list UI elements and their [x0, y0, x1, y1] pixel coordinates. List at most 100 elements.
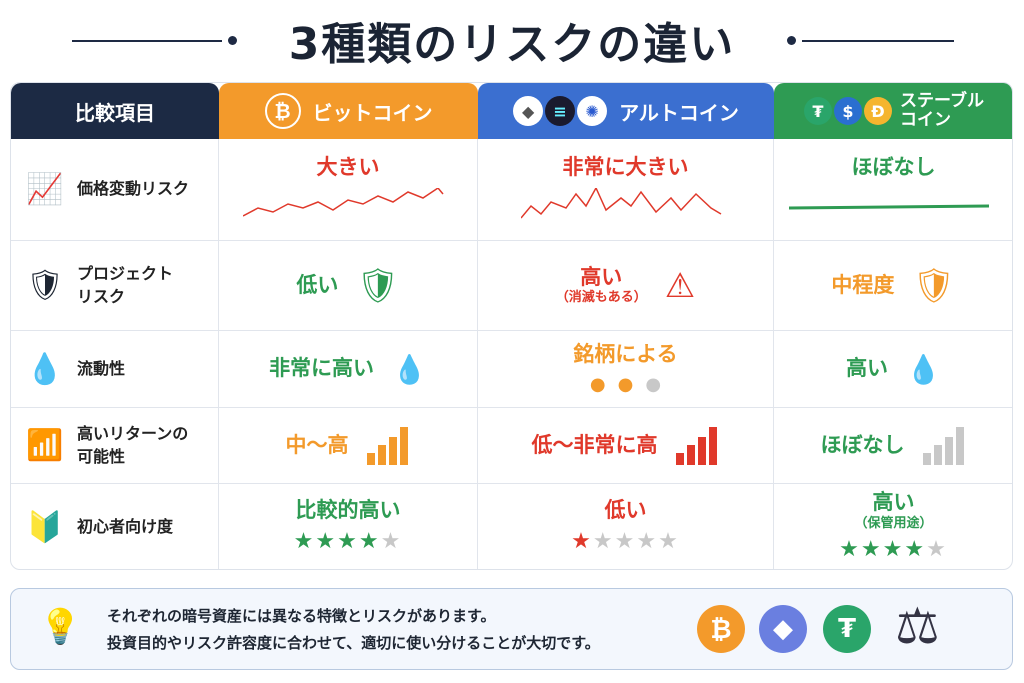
level-bar — [377, 444, 386, 465]
filled-star-icon: ★ — [839, 537, 861, 563]
solana-icon: ≡ — [545, 96, 576, 126]
stablecoin-price-sparkline — [788, 204, 989, 210]
lightbulb-icon: 💡 — [39, 607, 82, 647]
row-label: 初心者向け度 — [77, 516, 174, 536]
bitcoin-cell: 比較的高い ★★★★★ — [219, 484, 478, 569]
level-bar — [708, 426, 717, 465]
stablecoin-value-note: （保管用途） — [854, 515, 933, 531]
filled-star-icon: ★ — [860, 537, 883, 563]
stablecoin-cell: 中程度 🛡 — [774, 241, 1012, 331]
altcoin-price-sparkline — [520, 188, 721, 219]
bitcoin-value: 中〜高 — [285, 432, 349, 457]
bitcoin-cell: 低い 🛡 — [219, 241, 478, 331]
stablecoin-cell: ほぼなし — [774, 408, 1012, 484]
empty-star-icon: ★ — [614, 529, 637, 555]
altcoin-cell: 低い ★★★★★ — [478, 484, 774, 569]
footer-note: 💡 それぞれの暗号資産には異なる特徴とリスクがあります。投資目的やリスク許容度に… — [10, 588, 1013, 670]
title-divider-right — [802, 40, 954, 42]
filled-star-icon: ★ — [904, 537, 927, 563]
altcoin-value: 低い — [604, 498, 647, 523]
dai-icon: Đ — [864, 97, 892, 125]
title-divider-left — [72, 40, 222, 42]
filled-star-icon: ★ — [293, 529, 316, 555]
footer-line-2: 投資目的やリスク許容度に合わせて、適切に使い分けることが大切です。 — [107, 634, 600, 652]
level-bar — [933, 444, 942, 465]
green-drop-icon: 💧 — [392, 352, 427, 386]
altcoin-cell: 非常に大きい — [478, 139, 774, 241]
empty-star-icon: ★ — [636, 529, 659, 555]
altcoin-value: 低〜非常に高 — [531, 432, 658, 457]
empty-drop-icon: ● — [645, 374, 662, 395]
water-drop-icon: 💧 — [26, 351, 64, 387]
bitcoin-price-sparkline — [243, 188, 444, 217]
row-label-cell: 📈 価格変動リスク — [11, 139, 219, 241]
bitcoin-value: 低い — [296, 272, 339, 297]
header-category: 比較項目 — [11, 83, 219, 139]
bitcoin-value: 大きい — [316, 154, 380, 179]
return-level-bars — [675, 426, 720, 465]
header-stablecoin-label: ステーブル コイン — [900, 91, 984, 130]
level-bar — [955, 426, 964, 465]
bitcoin-cell: 大きい — [219, 139, 478, 241]
stablecoin-value: 中程度 — [831, 272, 895, 297]
empty-star-icon: ★ — [658, 529, 680, 555]
header-stablecoin: ₮ $ Đ ステーブル コイン — [774, 83, 1012, 139]
row-label-cell: 💧 流動性 — [11, 331, 219, 408]
level-bar — [388, 436, 397, 465]
stablecoin-value: 高い — [846, 356, 889, 381]
level-bar — [366, 452, 375, 465]
ethereum-coin-icon: ◆ — [759, 605, 807, 653]
shield-check-icon: 🛡 — [25, 268, 65, 303]
return-level-bars — [366, 426, 411, 465]
title-dot-right — [787, 36, 796, 45]
stablecoin-value: ほぼなし — [820, 432, 905, 457]
rating-stars: ★★★★★ — [839, 537, 948, 563]
level-bar — [697, 436, 706, 465]
header-bitcoin: ₿ ビットコイン — [219, 83, 478, 139]
level-bar — [922, 452, 931, 465]
level-bar — [399, 426, 408, 465]
comparison-table: 比較項目 ₿ ビットコイン ◆ ≡ ✺ アルトコイン ₮ $ Đ ステーブル コイン 📈… — [10, 82, 1013, 570]
bitcoin-coin-icon: ₿ — [697, 605, 745, 653]
bitcoin-value: 非常に高い — [269, 356, 375, 381]
ethereum-icon: ◆ — [513, 96, 544, 126]
filled-drop-icon: ● — [589, 374, 606, 395]
row-label: 流動性 — [77, 358, 126, 378]
chart-up-icon: 📈 — [26, 172, 64, 207]
row-label-cell: 🛡 プロジェクト リスク — [11, 241, 219, 331]
stablecoin-cell: ほぼなし — [774, 139, 1012, 241]
green-drop-icon: 💧 — [906, 352, 941, 386]
row-label: プロジェクト リスク — [77, 264, 174, 306]
bitcoin-icon: ₿ — [264, 93, 301, 129]
orange-shield-check-icon: 🛡 — [912, 265, 956, 306]
row-label-cell: 🔰 初心者向け度 — [11, 484, 219, 569]
filled-star-icon: ★ — [882, 537, 905, 563]
empty-star-icon: ★ — [380, 529, 403, 555]
beginner-mark-icon: 🔰 — [26, 509, 64, 545]
return-level-bars — [922, 426, 967, 465]
title-dot-left — [228, 36, 237, 45]
bitcoin-cell: 中〜高 — [219, 408, 478, 484]
row-label: 高いリターンの 可能性 — [77, 424, 189, 466]
level-bar — [686, 444, 695, 465]
tether-coin-icon: ₮ — [823, 605, 871, 653]
page-title: 3種類のリスクの違い — [288, 19, 736, 70]
bitcoin-value: 比較的高い — [295, 498, 401, 523]
level-bar — [944, 436, 953, 465]
bitcoin-cell: 非常に高い 💧 — [219, 331, 478, 408]
altcoin-value: 非常に大きい — [562, 154, 689, 179]
empty-star-icon: ★ — [592, 529, 615, 555]
filled-drop-icon: ● — [617, 374, 634, 395]
stablecoin-value: ほぼなし — [851, 154, 936, 179]
growth-bars-icon: 📶 — [26, 428, 64, 463]
warning-triangle-icon: ⚠ — [664, 265, 696, 306]
cardano-icon: ✺ — [577, 96, 608, 126]
filled-star-icon: ★ — [571, 529, 593, 555]
footer-line-1: それぞれの暗号資産には異なる特徴とリスクがあります。 — [107, 607, 496, 625]
stablecoin-cell: 高い （保管用途） ★★★★★ — [774, 484, 1012, 569]
header-bitcoin-label: ビットコイン — [312, 100, 433, 125]
stablecoin-cell: 高い 💧 — [774, 331, 1012, 408]
row-label: 価格変動リスク — [77, 179, 190, 199]
header-category-label: 比較項目 — [75, 100, 155, 125]
stablecoin-value: 高い — [872, 490, 915, 515]
